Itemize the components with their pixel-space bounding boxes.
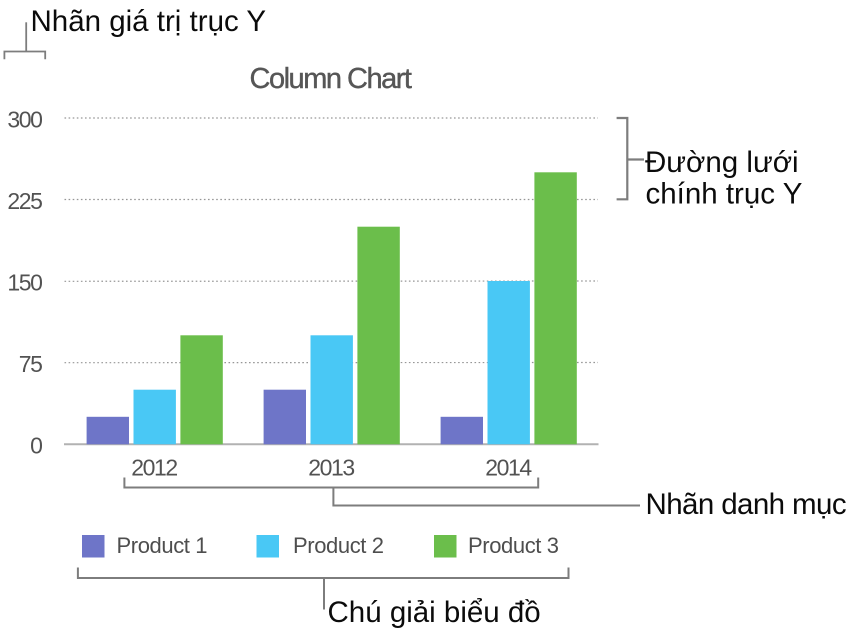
svg-text:0: 0 [30,433,42,459]
svg-text:75: 75 [19,351,42,377]
svg-text:150: 150 [7,270,42,296]
svg-text:2014: 2014 [485,455,532,481]
svg-text:Nhãn danh mục: Nhãn danh mục [646,488,846,521]
svg-text:300: 300 [7,107,42,133]
svg-text:Chú giải biểu đồ: Chú giải biểu đồ [328,596,541,629]
svg-text:Column Chart: Column Chart [250,63,412,95]
svg-text:225: 225 [7,188,42,214]
svg-text:chính trục Y: chính trục Y [646,178,803,211]
svg-text:Product 3: Product 3 [468,533,559,558]
svg-text:2013: 2013 [308,455,354,481]
svg-text:Nhãn giá trị trục Y: Nhãn giá trị trục Y [31,5,267,38]
svg-text:Đường lưới: Đường lưới [645,146,799,179]
svg-text:Product 2: Product 2 [293,533,384,558]
svg-text:2012: 2012 [131,455,177,481]
svg-text:Product 1: Product 1 [117,533,208,558]
